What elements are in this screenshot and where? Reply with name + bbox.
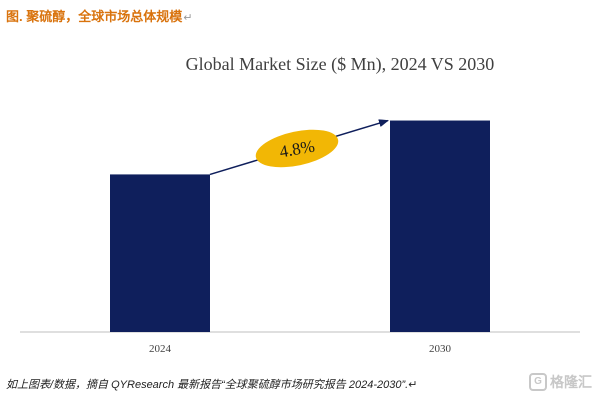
- watermark-logo: G 格隆汇: [529, 372, 592, 392]
- figure-caption-text: 图. 聚硫醇，全球市场总体规模: [6, 9, 183, 24]
- paragraph-mark-icon: ↵: [183, 12, 193, 24]
- bar-2030: [390, 120, 490, 333]
- bar-2024: [110, 174, 210, 332]
- figure-caption: 图. 聚硫醇，全球市场总体规模↵: [6, 6, 192, 25]
- x-tick-label-2024: 2024: [149, 343, 172, 355]
- growth-rate-badge: [255, 129, 339, 168]
- watermark-text: 格隆汇: [550, 374, 592, 390]
- chart-title: Global Market Size ($ Mn), 2024 VS 2030: [185, 54, 495, 74]
- source-note: 如上图表/数据，摘自 QYResearch 最新报告“全球聚硫醇市场研究报告 2…: [6, 379, 418, 391]
- watermark-icon: G: [529, 373, 547, 391]
- x-tick-label-2030: 2030: [429, 343, 452, 355]
